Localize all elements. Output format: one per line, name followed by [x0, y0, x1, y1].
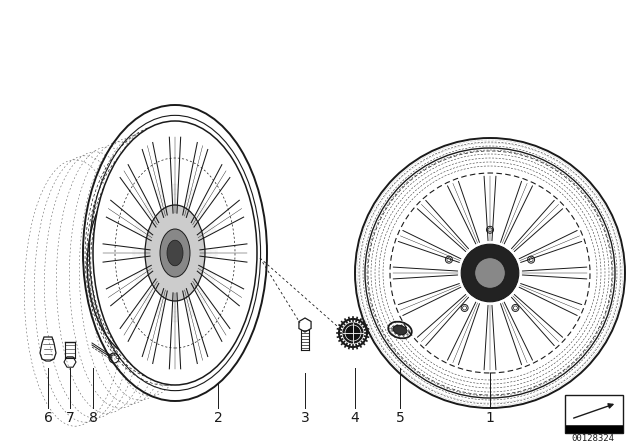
Ellipse shape [167, 240, 183, 266]
Text: 1: 1 [486, 411, 495, 425]
Circle shape [343, 323, 363, 343]
Circle shape [486, 226, 493, 233]
Text: 8: 8 [88, 411, 97, 425]
Text: 3: 3 [301, 411, 309, 425]
Circle shape [527, 256, 534, 263]
Ellipse shape [93, 121, 257, 385]
Text: 5: 5 [396, 411, 404, 425]
Ellipse shape [145, 205, 205, 301]
Text: 6: 6 [44, 411, 52, 425]
Text: 4: 4 [351, 411, 360, 425]
Circle shape [461, 305, 468, 311]
Text: 00128324: 00128324 [572, 434, 614, 443]
Circle shape [445, 256, 452, 263]
Text: 7: 7 [66, 411, 74, 425]
Bar [565, 425, 623, 433]
Circle shape [461, 244, 519, 302]
Ellipse shape [160, 229, 190, 277]
Ellipse shape [393, 325, 407, 335]
Circle shape [475, 258, 506, 289]
Circle shape [512, 305, 519, 311]
Text: 2: 2 [214, 411, 222, 425]
